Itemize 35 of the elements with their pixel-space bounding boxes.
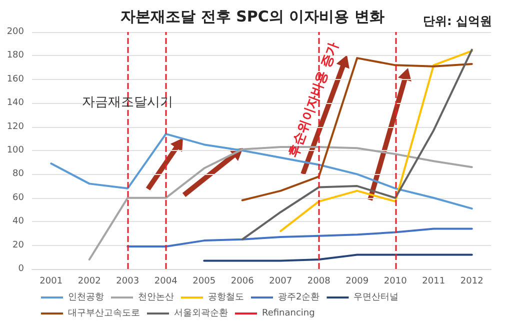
- x-tick-label: 2006: [230, 276, 254, 286]
- x-tick-label: 2007: [269, 276, 292, 286]
- y-tick-label: 140: [6, 98, 24, 108]
- legend-label: 인천공항: [68, 292, 104, 302]
- y-tick-label: 0: [18, 264, 24, 274]
- x-tick-label: 2005: [192, 276, 216, 286]
- x-tick-label: 2010: [384, 276, 408, 286]
- y-tick-label: 180: [6, 50, 24, 61]
- legend-label: Refinancing: [262, 308, 315, 318]
- legend-label: 서울외곽순환: [174, 308, 228, 318]
- y-tick-label: 40: [12, 216, 24, 227]
- y-tick-label: 160: [6, 74, 24, 84]
- x-tick-label: 2011: [422, 276, 446, 286]
- y-tick-label: 200: [6, 27, 24, 37]
- y-tick-label: 20: [12, 240, 24, 250]
- annotation: 자금재조달시기: [82, 95, 174, 110]
- chart-title: 자본재조달 전후 SPC의 이자비용 변화: [120, 8, 384, 26]
- x-tick-label: 2002: [78, 276, 101, 286]
- legend-label: 광주2순환: [278, 292, 320, 302]
- legend-label: 우면산터널: [354, 292, 399, 302]
- y-tick-label: 120: [6, 122, 24, 132]
- x-tick-label: 2012: [460, 276, 484, 286]
- x-tick-label: 2004: [154, 276, 178, 286]
- y-tick-label: 80: [12, 169, 24, 180]
- x-tick-label: 2001: [40, 276, 63, 286]
- line-series: [126, 228, 473, 248]
- y-tick-label: 60: [12, 192, 24, 203]
- legend-label: 대구부산고속도로: [68, 308, 140, 318]
- chart-subtitle: 단위: 십억원: [423, 14, 492, 28]
- x-tick-label: 2008: [307, 276, 331, 286]
- x-tick-label: 2009: [346, 276, 369, 286]
- y-tick-label: 100: [6, 146, 24, 156]
- legend-label: 천안논산: [138, 292, 174, 302]
- legend-label: 공항철도: [208, 292, 244, 302]
- x-tick-label: 2003: [116, 276, 140, 286]
